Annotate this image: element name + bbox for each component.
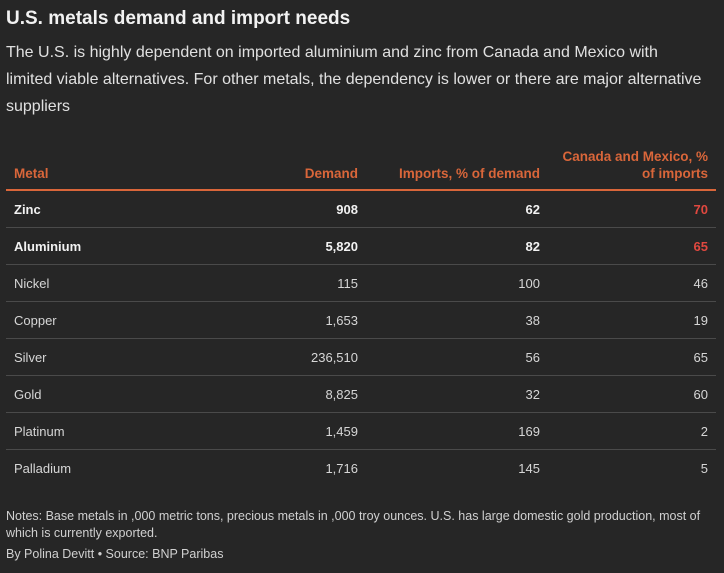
imports-cell: 100 (366, 264, 548, 302)
table-header-row: Metal Demand Imports, % of demand Canada… (6, 144, 716, 191)
table-row: Gold 8,825 32 60 (6, 375, 716, 413)
table-row: Copper 1,653 38 19 (6, 301, 716, 339)
table-row: Platinum 1,459 169 2 (6, 412, 716, 450)
imports-cell: 82 (366, 227, 548, 265)
demand-cell: 1,653 (166, 301, 366, 339)
chart-subtitle: The U.S. is highly dependent on imported… (6, 44, 702, 115)
table-row: Palladium 1,716 145 5 (6, 450, 716, 487)
demand-cell: 115 (166, 264, 366, 302)
imports-cell: 145 (518, 460, 540, 476)
metals-table: Metal Demand Imports, % of demand Canada… (6, 144, 716, 486)
column-header-imports: Imports, % of demand (366, 144, 548, 191)
demand-cell: 1,716 (325, 460, 358, 476)
metal-cell: Palladium (14, 460, 72, 476)
demand-cell: 908 (166, 190, 366, 228)
imports-cell: 32 (366, 375, 548, 413)
imports-cell: 38 (366, 301, 548, 339)
demand-cell: 236,510 (166, 338, 366, 376)
demand-cell: 1,459 (166, 412, 366, 450)
metal-cell: Gold (6, 375, 166, 413)
metal-cell: Aluminium (6, 227, 166, 265)
table-row: Aluminium 5,820 82 65 (6, 227, 716, 265)
table-row: Nickel 115 100 46 (6, 264, 716, 302)
column-header-demand: Demand (166, 144, 366, 191)
canada-mexico-share-cell: 5 (700, 460, 708, 476)
source-credit: By Polina Devitt • Source: BNP Paribas (6, 547, 224, 561)
canada-mexico-share-cell: 46 (548, 264, 716, 302)
canada-mexico-share-cell: 19 (548, 301, 716, 339)
table-row: Zinc 908 62 70 (6, 190, 716, 228)
table-row: Silver 236,510 56 65 (6, 338, 716, 376)
column-header-metal: Metal (6, 144, 166, 191)
canada-mexico-share-cell: 65 (548, 227, 716, 265)
imports-cell: 169 (366, 412, 548, 450)
demand-cell: 8,825 (166, 375, 366, 413)
canada-mexico-share-cell: 60 (548, 375, 716, 413)
canada-mexico-share-cell: 65 (548, 338, 716, 376)
metal-cell: Copper (6, 301, 166, 339)
metal-cell: Zinc (6, 190, 166, 228)
metal-cell: Silver (6, 338, 166, 376)
canada-mexico-share-cell: 2 (548, 412, 716, 450)
table-body: Zinc 908 62 70 Aluminium 5,820 82 65 Nickel 115 10… (6, 190, 716, 486)
canada-mexico-share-cell: 70 (548, 190, 716, 228)
imports-cell: 56 (366, 338, 548, 376)
imports-cell: 62 (366, 190, 548, 228)
metal-cell: Platinum (6, 412, 166, 450)
column-header-canada-mexico: Canada and Mexico, % of imports (548, 144, 716, 191)
chart-title: U.S. metals demand and import needs (6, 8, 351, 29)
demand-cell: 5,820 (166, 227, 366, 265)
notes: Notes: Base metals in ,000 metric tons, … (6, 509, 701, 540)
metal-cell: Nickel (6, 264, 166, 302)
